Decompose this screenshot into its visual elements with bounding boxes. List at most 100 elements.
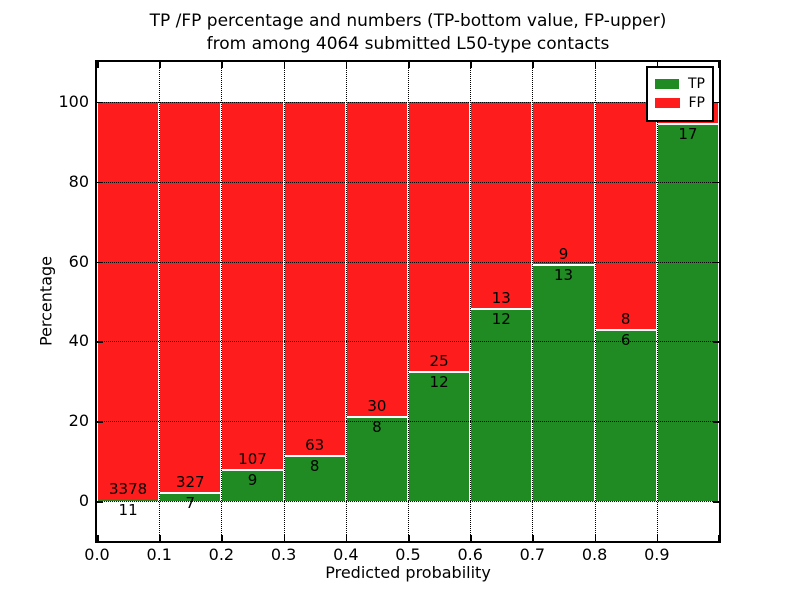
- x-tick-mark: [594, 535, 597, 541]
- fp-bar-segment: [222, 101, 283, 470]
- y-tick-mark: [713, 421, 719, 423]
- fp-count-label: 107: [238, 449, 267, 468]
- y-tick-label: 40: [68, 331, 89, 351]
- fp-bar-segment: [346, 101, 407, 417]
- y-tick-mark: [97, 261, 103, 264]
- bar-segment-divider: [160, 491, 221, 494]
- x-tick-label: 0.5: [395, 545, 421, 564]
- tp-count-label: 8: [309, 456, 320, 475]
- x-tick-label: 0.4: [333, 545, 359, 564]
- fp-bar-segment: [284, 101, 345, 456]
- h-gridline: [97, 421, 719, 423]
- y-tick-mark: [97, 181, 103, 184]
- bar-segment-divider: [409, 370, 470, 373]
- tp-bar-segment: [160, 492, 221, 502]
- v-gridline: [345, 62, 347, 541]
- bar-segment-divider: [346, 415, 407, 418]
- y-tick-mark: [713, 181, 719, 184]
- fp-count-label: 13: [491, 289, 511, 308]
- h-gridline: [97, 181, 719, 183]
- x-tick-label: 0.1: [146, 545, 172, 564]
- h-gridline: [97, 341, 719, 343]
- x-tick-label: 0.2: [208, 545, 235, 564]
- x-tick-mark: [159, 62, 161, 68]
- fp-color-swatch: [655, 98, 680, 108]
- tp-bar-segment: [657, 124, 718, 502]
- tp-count-label: 9: [247, 470, 258, 489]
- x-tick-mark: [408, 62, 410, 68]
- bar-segment-divider: [284, 454, 345, 457]
- bar-segment-divider: [471, 308, 532, 311]
- fp-bar-segment: [471, 101, 532, 310]
- y-tick-mark: [713, 261, 719, 264]
- y-tick-label: 0: [78, 491, 89, 511]
- y-tick-mark: [97, 421, 103, 423]
- h-gridline: [97, 101, 719, 103]
- tp-count-label: 12: [429, 372, 449, 391]
- x-tick-mark: [532, 62, 534, 68]
- fp-count-label: 3378: [109, 479, 148, 498]
- x-tick-mark: [221, 535, 223, 541]
- h-gridline: [97, 501, 719, 503]
- tp-bar-segment: [284, 455, 345, 502]
- tp-count-label: 12: [491, 310, 511, 329]
- tp-color-swatch: [655, 79, 679, 89]
- v-gridline: [283, 62, 285, 541]
- tp-bar-segment: [409, 371, 470, 502]
- y-tick-mark: [713, 101, 719, 104]
- v-gridline: [408, 62, 409, 541]
- tp-count-label: 13: [553, 266, 574, 285]
- fp-count-label: 63: [305, 435, 325, 454]
- x-tick-mark: [97, 535, 99, 541]
- y-tick-label: 20: [68, 411, 89, 431]
- bar-segment-divider: [222, 468, 283, 471]
- v-gridline: [221, 62, 223, 541]
- x-tick-mark: [656, 62, 659, 68]
- tp-count-label: 11: [118, 500, 138, 519]
- x-tick-mark: [717, 62, 719, 68]
- legend-label-fp: FP: [688, 95, 706, 111]
- bar-segment-divider: [533, 264, 594, 267]
- fp-count-label: 9: [558, 245, 569, 264]
- x-tick-mark: [470, 535, 472, 541]
- tp-bar-segment: [346, 416, 407, 502]
- x-tick-label: 0.7: [519, 545, 546, 564]
- tp-bar-segment: [533, 265, 594, 502]
- fp-bar-segment: [160, 101, 221, 493]
- x-tick-mark: [345, 535, 348, 541]
- v-gridline: [159, 62, 161, 541]
- tp-count-label: 17: [678, 125, 698, 144]
- bar-segment-divider: [657, 123, 718, 126]
- x-tick-mark: [470, 62, 472, 68]
- v-gridline: [532, 62, 534, 541]
- legend: TP FP: [646, 66, 714, 122]
- tp-count-label: 8: [372, 417, 382, 436]
- h-gridline: [97, 261, 719, 263]
- tp-bar-segment: [595, 329, 656, 502]
- x-tick-label: 0.6: [457, 545, 483, 564]
- fp-count-label: 327: [175, 472, 205, 491]
- y-tick-label: 60: [68, 251, 89, 271]
- y-tick-label: 100: [58, 91, 89, 111]
- fp-bar-segment: [533, 101, 594, 266]
- chart-title-line2: from among 4064 submitted L50-type conta…: [206, 34, 610, 54]
- x-tick-mark: [594, 62, 597, 68]
- fp-count-label: 30: [367, 396, 387, 415]
- legend-label-tp: TP: [688, 76, 705, 92]
- y-tick-mark: [97, 101, 103, 104]
- tp-count-label: 6: [620, 330, 631, 349]
- y-tick-mark: [713, 341, 719, 343]
- tp-bar-segment: [471, 309, 532, 502]
- x-tick-mark: [283, 535, 286, 541]
- chart-title-line1: TP /FP percentage and numbers (TP-bottom…: [149, 11, 667, 31]
- y-tick-mark: [713, 501, 719, 503]
- v-gridline: [594, 62, 596, 541]
- x-axis-label: Predicted probability: [325, 563, 491, 582]
- x-tick-label: 0.0: [84, 545, 110, 564]
- tp-count-label: 7: [185, 493, 196, 512]
- x-tick-mark: [656, 535, 659, 541]
- fp-count-label: 25: [429, 351, 449, 370]
- tp-bar-segment: [98, 499, 159, 502]
- x-tick-mark: [345, 62, 348, 68]
